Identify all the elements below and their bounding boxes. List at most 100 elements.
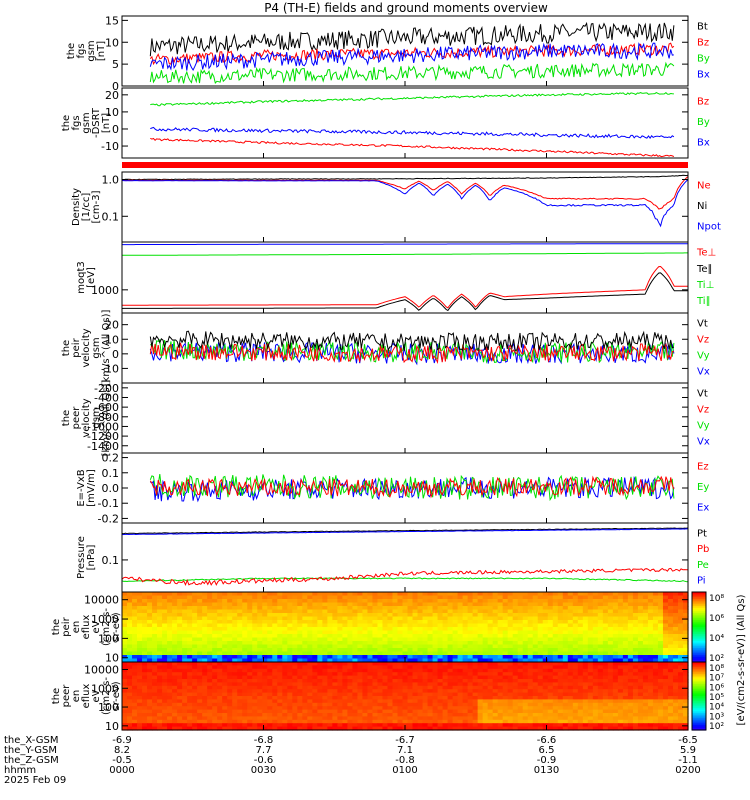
spectrogram-cell: [367, 726, 374, 731]
spectrogram-cell: [632, 723, 639, 728]
spectrogram-cell: [482, 606, 489, 611]
spectrogram-cell: [387, 692, 394, 697]
spectrogram-cell: [582, 723, 589, 728]
spectrogram-cell: [507, 716, 514, 721]
spectrogram-cell: [352, 662, 359, 666]
spectrogram-cell: [412, 719, 419, 724]
spectrogram-cell: [187, 595, 193, 600]
spectrogram-cell: [232, 719, 238, 724]
spectrogram-cell: [422, 726, 429, 731]
spectrogram-cell: [262, 672, 268, 677]
spectrogram-cell: [392, 620, 399, 625]
spectrogram-cell: [177, 609, 183, 614]
spectrogram-cell: [462, 616, 469, 621]
spectrogram-cell: [502, 696, 509, 700]
spectrogram-cell: [367, 685, 374, 690]
spectrogram-cell: [537, 641, 544, 646]
spectrogram-cell: [562, 602, 569, 607]
spectrogram-cell: [387, 662, 394, 666]
spectrogram-cell: [537, 634, 544, 639]
legend-Vx: Vx: [697, 436, 710, 447]
spectrogram-cell: [477, 609, 484, 614]
spectrogram-cell: [187, 644, 193, 649]
spectrogram-cell: [312, 716, 318, 721]
spectrogram-cell: [322, 648, 328, 653]
spectrogram-cell: [617, 719, 624, 724]
spectrogram-cell: [327, 665, 333, 670]
spectrogram-cell: [587, 692, 594, 697]
y-axis-label-line: (cm2-s-: [101, 608, 112, 646]
spectrogram-cell: [517, 692, 524, 697]
spectrogram-cell: [622, 682, 629, 687]
spectrogram-cell: [582, 709, 589, 714]
spectrogram-cell: [562, 613, 569, 618]
spectrogram-cell: [142, 627, 148, 632]
spectrogram-cell: [307, 641, 313, 646]
spectrogram-cell: [432, 592, 439, 597]
spectrogram-cell: [257, 620, 263, 625]
spectrogram-cell: [212, 599, 218, 604]
spectrogram-cell: [367, 637, 374, 642]
spectrogram-cell: [357, 623, 364, 628]
spectrogram-cell: [662, 658, 669, 663]
spectrogram-cell: [307, 682, 313, 687]
spectrogram-cell: [177, 651, 183, 656]
spectrogram-cell: [637, 675, 644, 680]
spectrogram-cell: [212, 692, 218, 697]
spectrogram-cell: [312, 726, 318, 731]
spectrogram-cell: [602, 620, 609, 625]
spectrogram-cell: [667, 716, 674, 721]
spectrogram-cell: [472, 672, 479, 677]
spectrogram-cell: [542, 595, 549, 600]
spectrogram-cell: [597, 599, 604, 604]
spectrogram-cell: [632, 672, 639, 677]
spectrogram-cell: [562, 592, 569, 597]
spectrogram-cell: [522, 606, 529, 611]
spectrogram-cell: [682, 696, 689, 700]
spectrogram-cell: [192, 616, 198, 621]
spectrogram-cell: [522, 696, 529, 700]
spectrogram-cell: [192, 595, 198, 600]
spectrogram-cell: [472, 620, 479, 625]
spectrogram-cell: [592, 648, 599, 653]
colorbar-cell: [692, 665, 706, 668]
spectrogram-cell: [347, 679, 354, 683]
spectrogram-cell: [522, 613, 529, 618]
spectrogram-cell: [427, 592, 434, 597]
spectrogram-cell: [357, 702, 364, 707]
spectrogram-cell: [227, 699, 233, 704]
spectrogram-cell: [407, 723, 414, 728]
spectrogram-cell: [347, 719, 354, 724]
spectrogram-cell: [372, 726, 379, 731]
spectrogram-cell: [212, 675, 218, 680]
spectrogram-cell: [132, 692, 138, 697]
spectrogram-cell: [302, 613, 308, 618]
spectrogram-cell: [307, 706, 313, 711]
spectrogram-cell: [172, 606, 178, 611]
spectrogram-cell: [367, 679, 374, 683]
spectrogram-cell: [502, 706, 509, 711]
colorbar-cell: [692, 621, 706, 625]
spectrogram-cell: [302, 641, 308, 646]
spectrogram-cell: [192, 637, 198, 642]
spectrogram-cell: [222, 641, 228, 646]
spectrogram-cell: [522, 668, 529, 673]
spectrogram-cell: [507, 595, 514, 600]
spectrogram-cell: [127, 637, 133, 642]
spectrogram-cell: [557, 672, 564, 677]
spectrogram-cell: [672, 648, 679, 653]
spectrogram-cell: [222, 662, 228, 666]
spectrogram-cell: [562, 658, 569, 663]
spectrogram-cell: [487, 723, 494, 728]
spectrogram-cell: [487, 672, 494, 677]
spectrogram-cell: [177, 723, 183, 728]
spectrogram-cell: [292, 709, 298, 714]
spectrogram-cell: [122, 706, 128, 711]
spectrogram-cell: [522, 723, 529, 728]
spectrogram-cell: [432, 672, 439, 677]
spectrogram-cell: [157, 595, 163, 600]
spectrogram-cell: [197, 702, 203, 707]
spectrogram-cell: [572, 665, 579, 670]
spectrogram-cell: [447, 699, 454, 704]
spectrogram-cell: [512, 613, 519, 618]
